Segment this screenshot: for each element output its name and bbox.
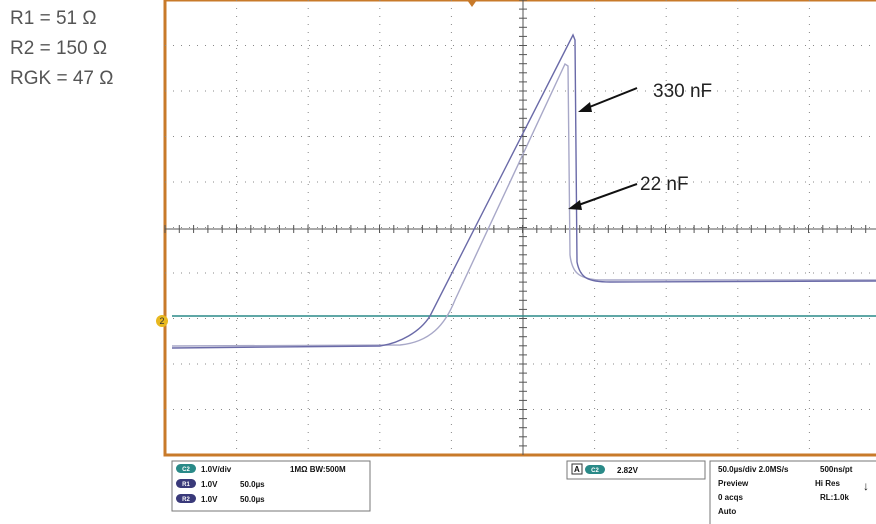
status-text: Auto xyxy=(718,507,736,516)
status-text: 50.0µs xyxy=(240,495,265,504)
badge-label: C2 xyxy=(591,468,599,474)
trace xyxy=(171,33,876,349)
ch-marker-label: 2 xyxy=(159,316,164,326)
arrowhead xyxy=(568,200,582,210)
badge-label: R2 xyxy=(182,497,190,503)
status-box xyxy=(709,460,876,524)
status-text: RL:1.0k xyxy=(820,493,849,502)
status-text: 50.0µs xyxy=(240,480,265,489)
plot-area xyxy=(163,0,876,457)
arrow xyxy=(572,183,638,208)
icon: ↓ xyxy=(863,479,869,493)
status-text: 0 acqs xyxy=(718,493,743,502)
label: R2 = 150 Ω xyxy=(10,38,107,59)
status-text: 50.0µs/div 2.0MS/s xyxy=(718,465,789,474)
annotation: 330 nF xyxy=(653,81,712,102)
status-text: 500ns/pt xyxy=(820,465,853,474)
status-text: 1.0V xyxy=(201,480,218,489)
status-box xyxy=(171,460,371,512)
badge xyxy=(176,464,196,473)
ch-marker xyxy=(156,315,168,327)
badge xyxy=(176,479,196,488)
badge-label: C2 xyxy=(182,467,190,473)
status-text: 1.0V xyxy=(201,495,218,504)
badge-text: A xyxy=(574,465,580,474)
badge xyxy=(585,465,605,474)
label: R1 = 51 Ω xyxy=(10,8,97,29)
badge xyxy=(571,463,583,475)
status-text: 1.0V/div xyxy=(201,465,232,474)
arrow xyxy=(581,87,638,111)
badge-label: R1 xyxy=(182,482,190,488)
status-text: 2.82V xyxy=(617,466,639,475)
badge xyxy=(176,494,196,503)
status-bar: C2 1.0V/div 1MΩ BW:500M R1 1.0V 50.0µs R2 1.0V 5… xyxy=(171,460,876,524)
arrowhead xyxy=(578,102,592,112)
status-text: Hi Res xyxy=(815,479,840,488)
annotation: 22 nF xyxy=(640,174,689,195)
status-text: 1MΩ BW:500M xyxy=(290,465,346,474)
label: RGK = 47 Ω xyxy=(10,68,113,89)
trigger-pos xyxy=(467,0,477,7)
status-text: Preview xyxy=(718,479,749,488)
